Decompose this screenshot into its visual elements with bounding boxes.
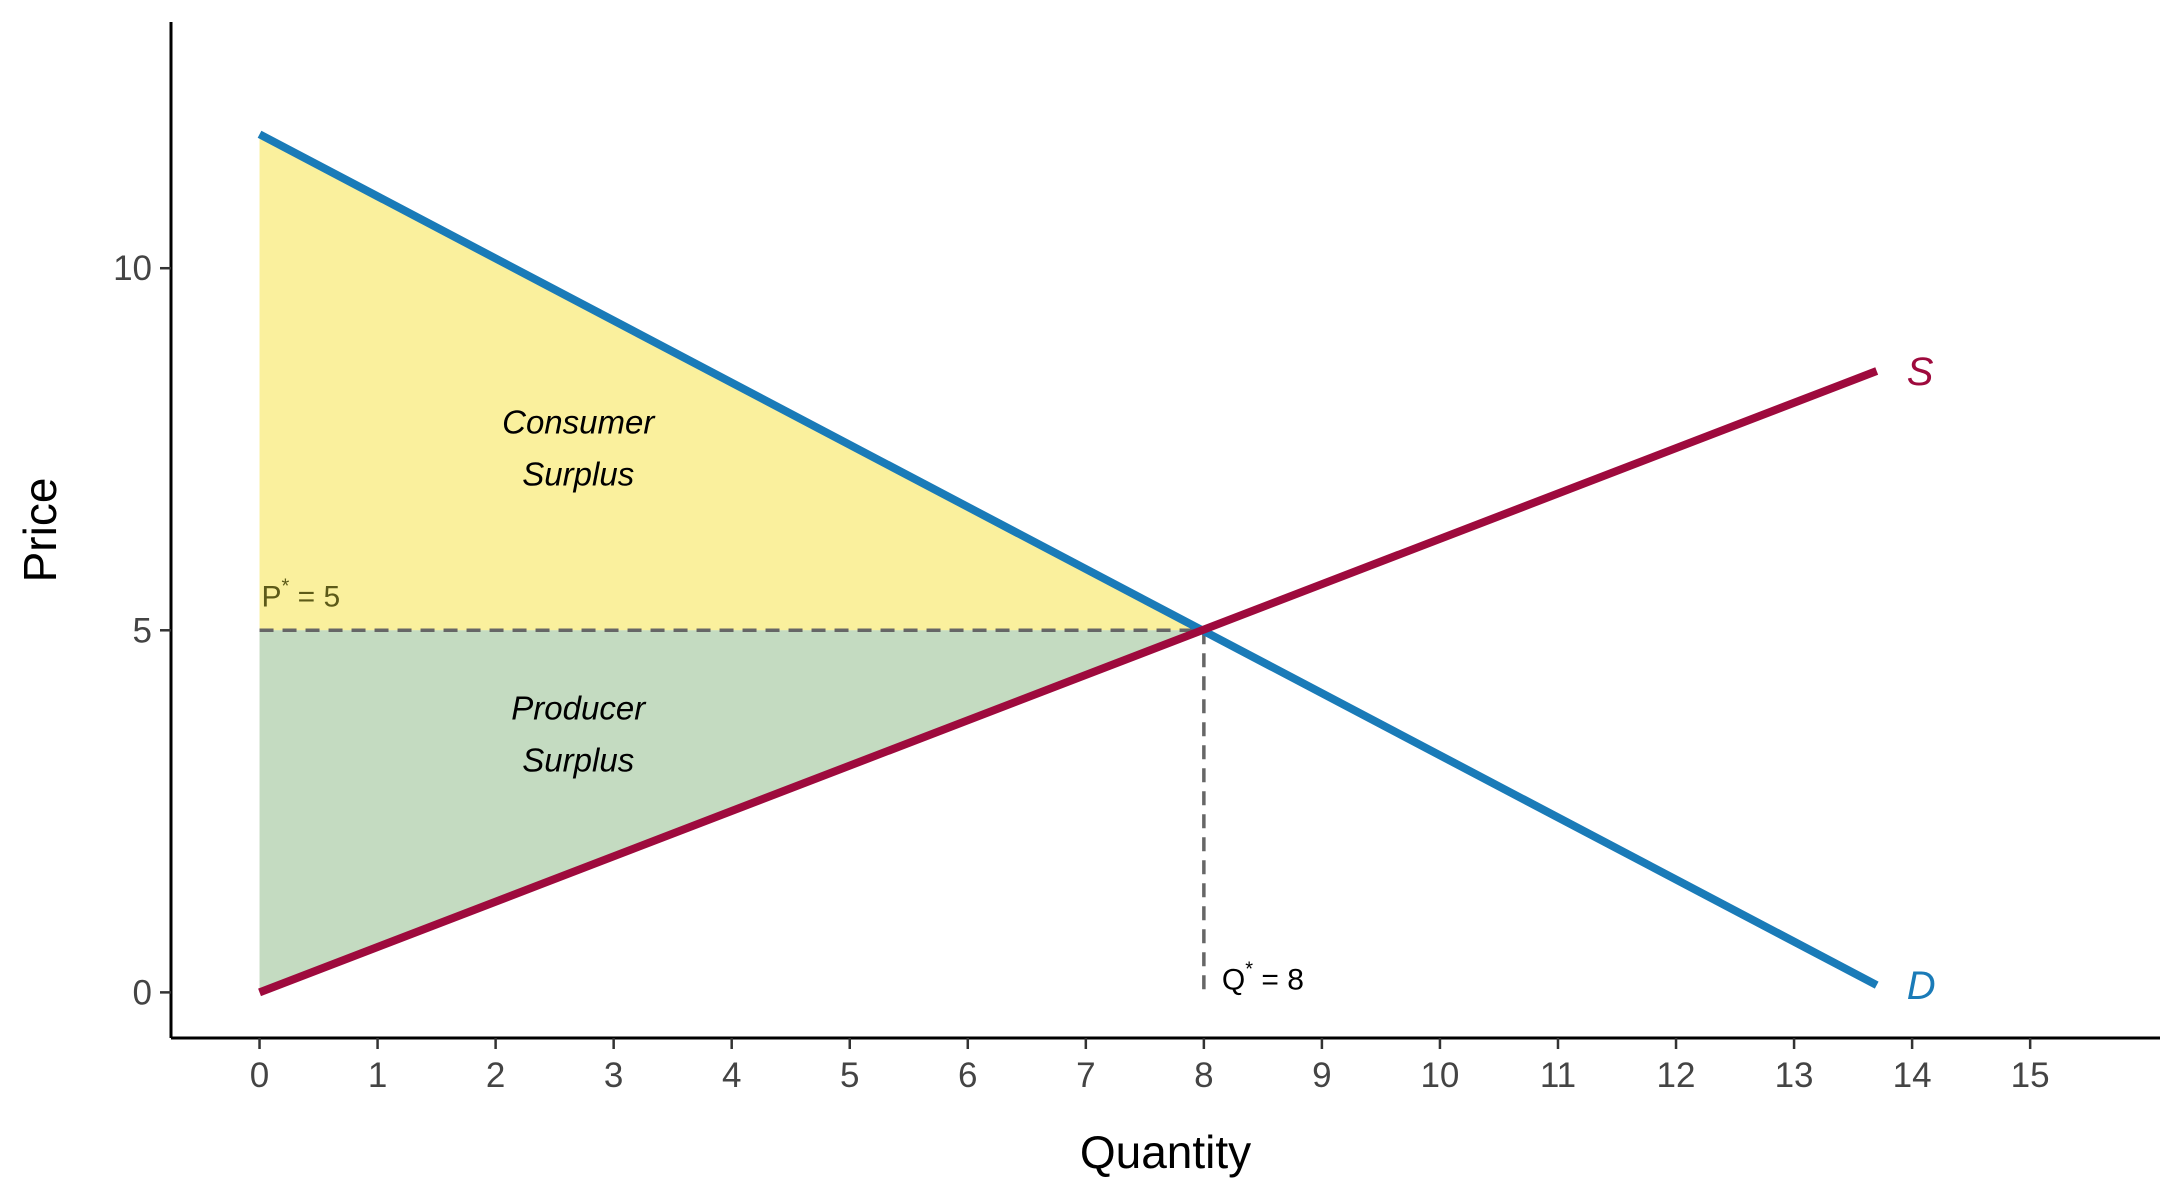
producer-surplus-label-line1: Producer (511, 689, 647, 726)
supply-curve (258, 367, 1879, 997)
x-tick-label: 2 (486, 1056, 505, 1095)
x-tick-label: 11 (1540, 1056, 1576, 1095)
chart-labels: Quantity Price Consumer Surplus Producer… (14, 350, 1936, 1178)
consumer-surplus-label-line2: Surplus (522, 455, 634, 492)
equilibrium-price-label: P* = 5 (262, 575, 341, 613)
x-tick-label: 9 (1312, 1056, 1331, 1095)
y-axis-title: Price (14, 478, 66, 583)
x-tick-label: 0 (250, 1056, 269, 1095)
p-star-rest: = 5 (289, 580, 340, 613)
equilibrium-quantity-label: Q* = 8 (1222, 958, 1304, 996)
q-star-rest: = 8 (1253, 963, 1304, 996)
equilibrium-guides (259, 628, 1206, 993)
x-tick-label: 1 (368, 1056, 387, 1095)
p-star-base: P (262, 580, 282, 613)
x-tick-label: 10 (1420, 1056, 1459, 1095)
y-tick-label: 5 (133, 611, 152, 650)
x-tick-label: 5 (840, 1056, 859, 1095)
x-axis-title: Quantity (1080, 1126, 1251, 1178)
x-tick-label: 15 (2011, 1056, 2050, 1095)
demand-curve-label: D (1907, 964, 1936, 1008)
x-tick-label: 8 (1194, 1056, 1213, 1095)
curves (257, 130, 1879, 997)
x-tick-label: 7 (1076, 1056, 1095, 1095)
x-tick-label: 12 (1657, 1056, 1696, 1095)
demand-curve (257, 130, 1879, 989)
q-star-sup: * (1245, 958, 1253, 980)
q-star-base: Q (1222, 963, 1245, 996)
x-tick-label: 13 (1775, 1056, 1814, 1095)
y-tick-label: 0 (133, 973, 152, 1012)
x-tick-label: 6 (958, 1056, 977, 1095)
x-tick-label: 14 (1893, 1056, 1932, 1095)
p-star-sup: * (282, 575, 290, 597)
x-tick-label: 4 (722, 1056, 741, 1095)
y-tick-label: 10 (113, 249, 152, 288)
surplus-regions (259, 134, 1204, 993)
producer-surplus-label-line2: Surplus (522, 741, 634, 778)
consumer-surplus-label-line1: Consumer (502, 403, 656, 440)
supply-curve-label: S (1907, 350, 1934, 394)
x-tick-label: 3 (604, 1056, 623, 1095)
